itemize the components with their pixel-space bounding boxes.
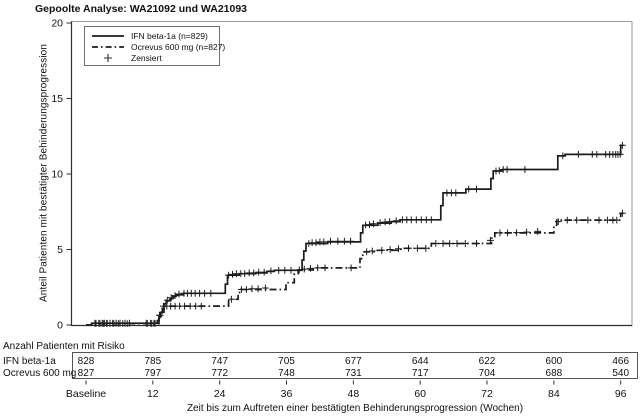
risk-count: 705: [278, 356, 295, 367]
risk-count: 797: [144, 368, 162, 379]
x-tick-label: 96: [615, 388, 627, 400]
legend-label-censored: Zensiert: [131, 52, 162, 63]
x-tick-label: 60: [414, 388, 426, 400]
y-axis-label: Anteil Patienten mit bestätigter Behinde…: [38, 44, 50, 302]
x-tick-label: 48: [348, 388, 360, 400]
censored-plus-icon: [85, 53, 131, 63]
risk-count: 827: [77, 368, 95, 379]
risk-count: 540: [612, 368, 630, 379]
figure-title: Gepoolte Analyse: WA21092 und WA21093: [35, 3, 248, 15]
legend-row-censored: Zensiert: [85, 52, 219, 63]
ocrevus-600-mg-censor-marks: [92, 209, 626, 327]
risk-count: 688: [545, 368, 563, 379]
solid-line-icon: [85, 33, 131, 39]
y-tick-label: 5: [57, 244, 63, 256]
risk-count: 785: [144, 356, 162, 367]
x-tick-label: Baseline: [66, 388, 106, 400]
y-tick-label: 20: [51, 18, 63, 30]
risk-count: 717: [411, 368, 429, 379]
risk-row-label: Ocrevus 600 mg: [3, 368, 77, 379]
legend-row-ifn: IFN beta-1a (n=829): [85, 30, 219, 41]
risk-count: 772: [211, 368, 229, 379]
risk-count: 600: [545, 356, 563, 367]
y-tick-label: 0: [57, 320, 63, 332]
risk-count: 731: [345, 368, 362, 379]
risk-table-header: Anzahl Patienten mit Risiko: [3, 341, 125, 352]
x-tick-label: 36: [281, 388, 293, 400]
legend-row-ocrevus: Ocrevus 600 mg (n=827): [85, 41, 225, 52]
y-tick-label: 10: [51, 169, 63, 181]
risk-row-label: IFN beta-1a: [3, 356, 56, 367]
legend-label-ifn: IFN beta-1a (n=829): [131, 30, 208, 41]
x-tick-label: 84: [548, 388, 560, 400]
risk-count: 677: [345, 356, 362, 367]
x-tick-label: 72: [481, 388, 493, 400]
axis-lines: [70, 21, 632, 327]
risk-table-box: [72, 352, 638, 379]
x-axis-label: Zeit bis zum Auftreten einer bestätigten…: [186, 403, 524, 414]
risk-count: 747: [211, 356, 229, 367]
legend: IFN beta-1a (n=829) Ocrevus 600 mg (n=82…: [84, 26, 225, 66]
x-tick-label: 12: [147, 388, 159, 400]
legend-label-ocrevus: Ocrevus 600 mg (n=827): [131, 41, 226, 52]
ifn-beta-1a-curve: [86, 144, 624, 326]
risk-count: 704: [478, 368, 496, 379]
risk-count: 748: [278, 368, 295, 379]
dash-dot-line-icon: [85, 44, 131, 50]
risk-count: 828: [77, 356, 95, 367]
risk-count: 622: [478, 356, 496, 367]
risk-count: 644: [411, 356, 429, 367]
risk-count: 466: [612, 356, 630, 367]
plot-frame: [71, 21, 633, 326]
x-tick-label: 24: [214, 388, 226, 400]
y-tick-label: 15: [51, 93, 63, 105]
